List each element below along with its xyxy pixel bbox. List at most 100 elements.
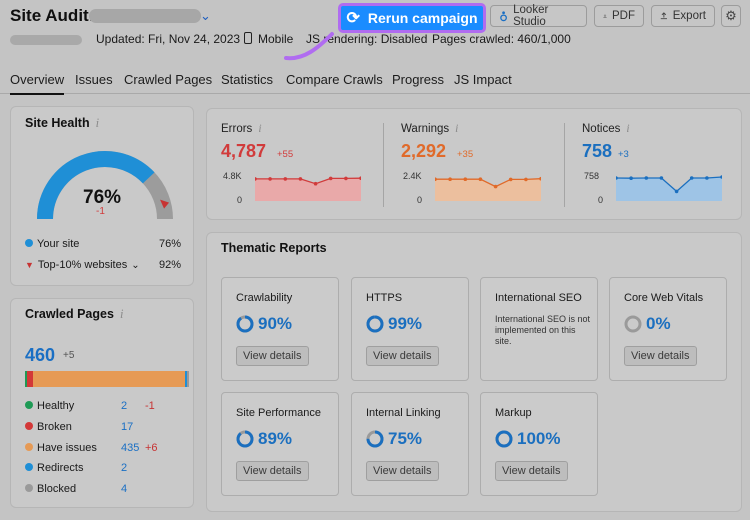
notices-sparkline-point [674,189,679,194]
crawled-row-value[interactable]: 17 [121,421,134,433]
legend-top-10[interactable]: ▼ Top-10% websites ⌄ 92% [25,259,181,271]
looker-icon [500,11,507,22]
crawled-pages-title-text: Crawled Pages [25,307,114,321]
crawled-row-label: Healthy [37,400,75,412]
notices-sparkline-line [616,176,722,193]
project-name-redacted[interactable] [89,9,201,23]
crawled-pages-total[interactable]: 460 [25,345,56,365]
bar-segment-healthy[interactable] [25,371,27,387]
progress-ring-icon [236,315,254,333]
report-score: 75% [388,429,423,448]
looker-studio-button[interactable]: Looker Studio [490,4,587,28]
legend-your-site: Your site 76% [25,238,181,250]
report-internal-linking[interactable]: Internal Linking 75% View details [351,392,469,496]
report-international-seo[interactable]: International SEO International SEO is no… [480,277,598,381]
notices-label-text: Notices [582,123,621,135]
crawled-row-value[interactable]: 2 [121,462,128,474]
view-details-button[interactable]: View details [624,346,697,366]
pages-crawled-count: Pages crawled: 460/1,000 [432,32,571,46]
info-icon[interactable]: i [258,123,262,135]
warnings-sparkline-point [463,177,468,181]
view-details-button[interactable]: View details [366,461,439,481]
errors-sparkline-point [313,181,318,186]
report-https[interactable]: HTTPS 99% View details [351,277,469,381]
bar-segment-redirects[interactable] [185,371,188,387]
report-core-web-vitals[interactable]: Core Web Vitals 0% View details [609,277,727,381]
crawled-row-value[interactable]: 435 [121,442,140,454]
crawled-row-have-issues[interactable]: Have issues 435 +6 [25,442,185,454]
bar-segment-broken[interactable] [26,371,33,387]
report-site-performance[interactable]: Site Performance 89% View details [221,392,339,496]
errors-axis-top: 4.8K [223,171,242,181]
tab-progress[interactable]: Progress [392,72,445,87]
warnings-sparkline [435,176,541,201]
view-details-button[interactable]: View details [366,346,439,366]
errors-axis-bottom: 0 [237,195,243,205]
pdf-button[interactable]: PDF [594,5,644,27]
tab-js-impact[interactable]: JS Impact [454,72,512,87]
warnings-sparkline-point [448,177,452,181]
report-crawlability[interactable]: Crawlability 90% View details [221,277,339,381]
bar-segment-have-issues[interactable] [32,371,186,387]
crawled-row-redirects[interactable]: Redirects 2 [25,462,185,474]
site-health-title-text: Site Health [25,116,90,130]
tab-crawled-pages[interactable]: Crawled Pages [124,72,213,87]
legend-top-10-label: Top-10% websites [37,259,128,271]
settings-button[interactable]: ⚙ [721,5,741,27]
view-details-button[interactable]: View details [236,461,309,481]
crawled-row-label: Redirects [37,462,84,474]
download-icon [603,14,607,18]
status-dot-icon [25,463,33,471]
warnings-count[interactable]: 2,292 [401,141,447,161]
tab-issues[interactable]: Issues [75,72,113,87]
warnings-sparkline-point [524,177,528,182]
warnings-delta: +35 [457,149,474,160]
report-markup[interactable]: Markup 100% View details [480,392,598,496]
page-title: Site Audit: [10,6,95,25]
tab-overview[interactable]: Overview [10,72,65,95]
rerun-campaign-button[interactable]: ⟳ Rerun campaign [338,3,486,33]
crawled-row-value[interactable]: 2 [121,400,128,412]
view-details-button[interactable]: View details [236,346,309,366]
blue-dot-icon [25,239,33,247]
red-triangle-icon: ▼ [25,260,34,270]
crawled-row-change: +6 [145,442,158,454]
crawled-row-broken[interactable]: Broken 17 [25,421,185,433]
info-icon[interactable]: i [626,123,630,135]
warnings-label-text: Warnings [401,123,450,135]
errors-count[interactable]: 4,787 [221,141,267,161]
progress-ring-icon [624,315,642,333]
info-icon[interactable]: i [95,116,100,130]
site-health-score: 76% [83,187,122,208]
errors-sparkline-line [255,177,361,185]
rerun-campaign-label: Rerun campaign [367,10,478,26]
errors-sparkline-area [255,178,361,201]
warnings-sparkline-point [539,176,541,181]
crawled-row-value[interactable]: 4 [121,483,128,495]
crawled-row-healthy[interactable]: Healthy 2 -1 [25,400,185,412]
info-icon[interactable]: i [119,307,124,321]
notices-sparkline-point [659,176,664,180]
tab-compare-crawls[interactable]: Compare Crawls [286,72,383,87]
report-name: Markup [495,407,532,419]
view-details-button[interactable]: View details [495,461,568,481]
chevron-down-icon[interactable]: ⌄ [200,8,211,23]
divider [564,123,565,207]
report-name: Site Performance [236,407,321,419]
notices-sparkline-point [720,175,722,179]
crawled-row-blocked[interactable]: Blocked 4 [25,483,185,495]
errors-sparkline-point [268,177,272,181]
pdf-label: PDF [612,10,635,22]
tab-statistics[interactable]: Statistics [221,72,274,87]
progress-ring-fill [495,430,513,448]
notices-count[interactable]: 758 [582,141,613,161]
info-icon[interactable]: i [455,123,459,135]
export-icon [660,12,667,20]
warnings-sparkline-point [435,177,437,181]
bar-segment-blocked[interactable] [187,371,190,387]
export-button[interactable]: Export [651,5,715,27]
notices-sparkline-point [629,176,633,180]
report-name: HTTPS [366,292,403,304]
thematic-reports-title: Thematic Reports [221,241,327,255]
notices-sparkline-point [705,176,709,180]
